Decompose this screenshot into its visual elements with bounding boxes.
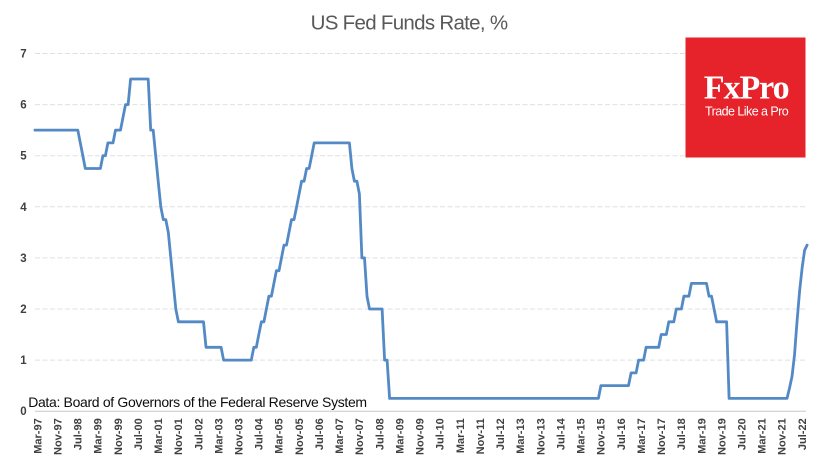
- svg-text:6: 6: [20, 100, 26, 112]
- svg-text:Nov-99: Nov-99: [113, 418, 125, 455]
- svg-text:0: 0: [20, 406, 26, 418]
- svg-text:Nov-17: Nov-17: [656, 418, 668, 455]
- svg-text:Mar-21: Mar-21: [757, 418, 769, 453]
- svg-text:5: 5: [20, 151, 27, 163]
- svg-text:4: 4: [20, 202, 27, 214]
- svg-text:Mar-07: Mar-07: [334, 418, 346, 453]
- svg-text:1: 1: [20, 355, 27, 367]
- svg-text:Nov-19: Nov-19: [716, 418, 728, 455]
- svg-text:Mar-03: Mar-03: [213, 418, 225, 453]
- svg-text:7: 7: [20, 49, 26, 61]
- svg-text:Jul-14: Jul-14: [555, 417, 567, 450]
- svg-text:FxPro: FxPro: [704, 70, 789, 107]
- svg-text:3: 3: [20, 253, 26, 265]
- svg-text:Mar-97: Mar-97: [32, 418, 44, 453]
- svg-text:Nov-03: Nov-03: [234, 418, 246, 455]
- svg-text:Jul-04: Jul-04: [254, 417, 266, 450]
- svg-text:Mar-17: Mar-17: [636, 418, 648, 453]
- svg-text:Mar-19: Mar-19: [696, 418, 708, 453]
- svg-text:Nov-01: Nov-01: [173, 418, 185, 455]
- svg-text:Nov-97: Nov-97: [52, 418, 64, 455]
- svg-text:Nov-15: Nov-15: [596, 418, 608, 455]
- svg-text:2: 2: [20, 304, 26, 316]
- svg-text:Nov-13: Nov-13: [535, 418, 547, 455]
- svg-text:Mar-15: Mar-15: [576, 418, 588, 453]
- svg-text:Jul-20: Jul-20: [737, 418, 749, 450]
- svg-text:Mar-99: Mar-99: [93, 418, 105, 453]
- svg-text:Jul-16: Jul-16: [616, 418, 628, 450]
- svg-text:Jul-98: Jul-98: [73, 418, 85, 450]
- svg-text:Mar-13: Mar-13: [515, 418, 527, 453]
- svg-text:Data: Board of Governors of th: Data: Board of Governors of the Federal …: [28, 394, 367, 410]
- svg-text:Jul-02: Jul-02: [193, 418, 205, 450]
- svg-text:Nov-07: Nov-07: [354, 418, 366, 455]
- svg-text:Jul-00: Jul-00: [133, 418, 145, 450]
- svg-text:Jul-18: Jul-18: [676, 418, 688, 450]
- svg-text:Mar-01: Mar-01: [153, 418, 165, 453]
- svg-text:Nov-11: Nov-11: [475, 418, 487, 454]
- svg-text:Jul-06: Jul-06: [314, 418, 326, 450]
- svg-text:Jul-22: Jul-22: [797, 418, 809, 450]
- svg-text:Nov-05: Nov-05: [294, 418, 306, 455]
- svg-text:Mar-11: Mar-11: [455, 418, 467, 453]
- svg-text:Jul-12: Jul-12: [495, 418, 507, 450]
- svg-text:Trade Like a Pro: Trade Like a Pro: [705, 105, 789, 119]
- svg-text:Nov-09: Nov-09: [415, 418, 427, 455]
- svg-text:Mar-05: Mar-05: [274, 418, 286, 453]
- svg-text:US Fed Funds Rate, %: US Fed Funds Rate, %: [311, 12, 508, 35]
- svg-text:Jul-10: Jul-10: [435, 418, 447, 450]
- svg-text:Jul-08: Jul-08: [374, 418, 386, 450]
- svg-text:Mar-09: Mar-09: [395, 418, 407, 453]
- svg-text:Nov-21: Nov-21: [777, 418, 789, 455]
